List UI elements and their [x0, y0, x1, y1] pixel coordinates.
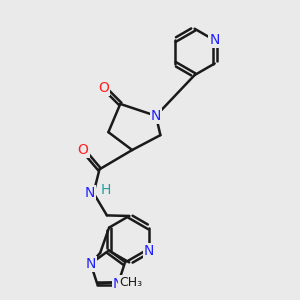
Text: H: H [101, 183, 111, 197]
Text: CH₃: CH₃ [119, 276, 142, 289]
Text: N: N [85, 186, 95, 200]
Text: N: N [85, 257, 96, 271]
Text: N: N [144, 244, 154, 258]
Text: N: N [209, 33, 220, 47]
Text: O: O [78, 143, 88, 157]
Text: N: N [151, 109, 161, 123]
Text: O: O [98, 81, 110, 94]
Text: N: N [113, 277, 123, 291]
